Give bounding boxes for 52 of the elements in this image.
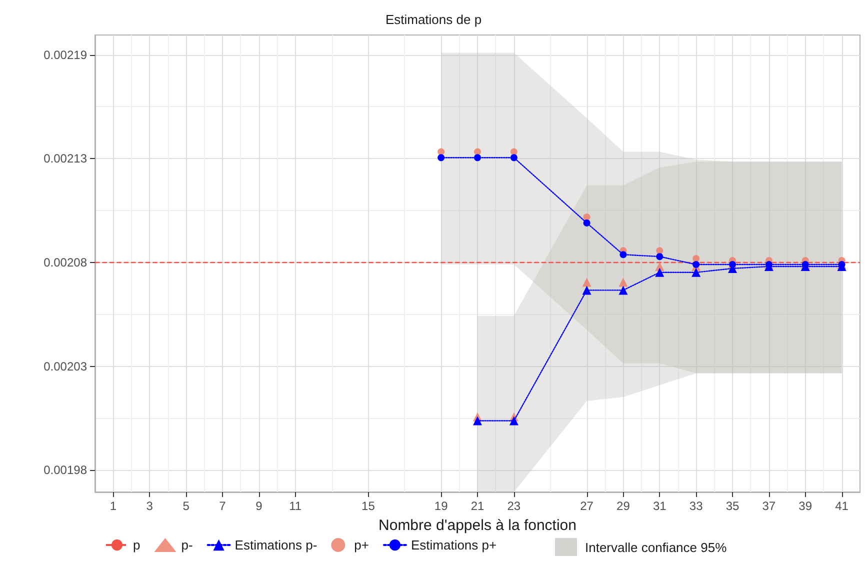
legend-label: p- — [181, 538, 193, 552]
point — [692, 268, 701, 277]
legend-label: p — [133, 538, 140, 552]
point — [656, 253, 664, 260]
point — [583, 219, 590, 226]
point — [656, 247, 664, 254]
point — [510, 154, 518, 162]
point — [655, 268, 664, 277]
x-tick-label: 31 — [652, 499, 667, 513]
y-tick-label: 0.00203 — [44, 359, 88, 374]
x-tick-label: 3 — [146, 499, 154, 513]
point — [582, 286, 592, 295]
x-tick-label: 29 — [616, 499, 630, 513]
point — [510, 148, 518, 156]
legend-label: p+ — [354, 538, 369, 552]
x-tick-label: 7 — [219, 499, 226, 513]
x-tick-label: 35 — [726, 499, 740, 513]
x-tick-label: 27 — [580, 499, 594, 513]
y-tick-label: 0.00198 — [44, 463, 88, 478]
x-tick-label: 41 — [835, 499, 849, 513]
x-tick-label: 1 — [110, 499, 117, 513]
x-tick-label: 23 — [507, 499, 521, 513]
y-tick-label: 0.00208 — [44, 256, 88, 270]
point — [618, 278, 628, 287]
x-tick-label: 21 — [470, 499, 484, 513]
point — [438, 154, 445, 162]
point — [438, 148, 445, 156]
x-tick-label: 11 — [289, 499, 302, 513]
point — [509, 416, 518, 426]
x-tick-label: 33 — [689, 499, 704, 513]
chart-title: Estimations de p — [385, 12, 482, 27]
x-tick-label: 37 — [762, 499, 776, 513]
legend-label: Estimations p+ — [410, 538, 497, 552]
x-tick-label: 39 — [798, 499, 812, 513]
point — [620, 251, 627, 258]
point — [473, 416, 482, 426]
point — [582, 278, 592, 287]
x-tick-label: 5 — [182, 499, 190, 513]
x-tick-label: 19 — [434, 499, 448, 513]
x-tick-label: 9 — [256, 499, 263, 513]
point — [618, 286, 628, 295]
point — [692, 260, 700, 268]
x-axis-title: Nombre d'appels à la fonction — [378, 517, 576, 534]
text: Intervalle confiance 95% — [585, 540, 727, 554]
y-tick-label: 0.00219 — [44, 48, 88, 62]
point — [474, 154, 481, 162]
y-tick-label: 0.00213 — [44, 152, 88, 166]
x-tick-label: 15 — [362, 499, 376, 513]
legend-label: Estimations p- — [234, 538, 318, 552]
point — [474, 148, 481, 156]
point — [583, 214, 590, 221]
point — [692, 255, 700, 262]
